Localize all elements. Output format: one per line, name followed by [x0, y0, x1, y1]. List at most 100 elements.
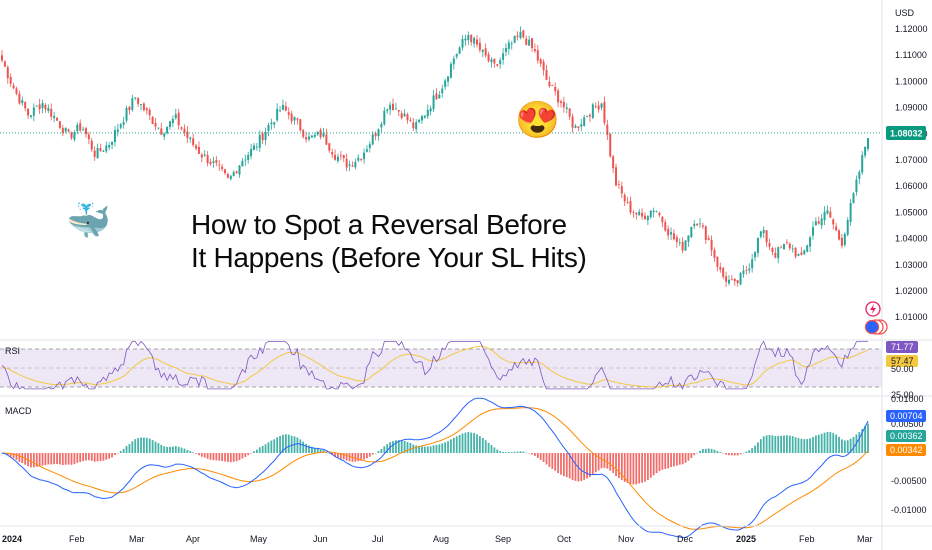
macd-histogram-bar: [600, 453, 603, 469]
price-tick-label: 1.09000: [895, 103, 928, 113]
candle-body: [444, 80, 447, 87]
macd-histogram-bar: [843, 440, 846, 453]
time-tick-label: Oct: [557, 534, 572, 544]
candle-body: [203, 154, 206, 156]
macd-panel[interactable]: MACD: [1, 397, 869, 539]
candle-body: [745, 270, 748, 271]
macd-histogram-bar: [183, 448, 186, 453]
candle-body: [116, 129, 119, 132]
macd-histogram-bar: [649, 453, 652, 478]
time-axis[interactable]: 2024 Feb Mar Apr May Jun Jul Aug Sep Oct Nov Dec 202…: [2, 534, 873, 544]
candle-body: [829, 211, 832, 218]
macd-histogram-bar: [441, 443, 444, 453]
macd-histogram-bar: [35, 453, 38, 467]
candle-body: [594, 106, 597, 108]
candle-body: [777, 247, 780, 259]
macd-histogram-bar: [270, 440, 273, 453]
macd-value-label: 0.00704: [890, 411, 923, 421]
macd-histogram-bar: [322, 450, 325, 453]
macd-histogram-bar: [296, 437, 299, 453]
candle-body: [658, 212, 661, 216]
candle-body: [351, 165, 354, 167]
macd-histogram-bar: [137, 438, 140, 453]
macd-hist-value-badge: [886, 444, 926, 456]
rsi-tick-label: 25.00: [891, 390, 914, 400]
macd-histogram-bar: [250, 453, 252, 454]
macd-histogram-bar: [21, 453, 24, 464]
candle-body: [363, 152, 366, 160]
price-panel[interactable]: [0, 26, 882, 288]
candle-body: [681, 241, 684, 251]
macd-histogram-bar: [151, 440, 154, 453]
macd-axis[interactable]: 0.01000 0.00500 -0.00500 -0.01000 0.00704 0.0…: [886, 394, 927, 515]
macd-histogram-bar: [690, 453, 693, 458]
layers-icon[interactable]: [864, 319, 888, 335]
candle-body: [328, 143, 331, 151]
candle-body: [516, 35, 519, 37]
macd-histogram-bar: [652, 453, 655, 476]
candle-body: [389, 104, 392, 110]
macd-histogram-bar: [9, 453, 12, 457]
macd-histogram-bar: [473, 432, 476, 453]
macd-histogram-bar: [64, 453, 67, 465]
macd-histogram-bar: [574, 453, 577, 481]
macd-histogram-bar: [699, 450, 701, 453]
candle-body: [70, 132, 73, 139]
candle-body: [224, 169, 227, 174]
macd-histogram-bar: [282, 434, 284, 453]
candle-body: [670, 232, 673, 235]
candle-body: [727, 279, 730, 284]
macd-histogram-bar: [658, 453, 661, 472]
candle-body: [565, 107, 568, 109]
candle-body: [325, 134, 328, 145]
macd-histogram-bar: [841, 439, 843, 453]
candle-body: [861, 155, 864, 173]
macd-histogram-bar: [423, 446, 426, 453]
macd-histogram-bar: [224, 453, 226, 462]
candle-body: [232, 172, 235, 176]
candle-body: [342, 155, 345, 158]
macd-histogram-bar: [681, 453, 684, 465]
macd-histogram-bar: [253, 451, 255, 453]
candle-body: [310, 135, 313, 138]
candle-body: [82, 129, 85, 131]
rsi-panel[interactable]: RSI: [0, 340, 882, 390]
alert-icon[interactable]: [865, 301, 881, 317]
candle-body: [29, 115, 32, 117]
candle-body: [148, 109, 151, 116]
macd-histogram-bar: [722, 453, 725, 454]
macd-histogram-bar: [93, 453, 96, 462]
macd-histogram-bar: [765, 435, 768, 453]
candle-body: [32, 107, 35, 116]
macd-histogram-bar: [218, 453, 221, 461]
macd-histogram-bar: [261, 445, 264, 453]
candle-body: [533, 49, 536, 51]
candle-body: [163, 133, 166, 137]
macd-histogram-bar: [704, 448, 707, 453]
candle-body: [733, 278, 736, 282]
macd-histogram-bar: [786, 435, 788, 453]
macd-histogram-bar: [122, 448, 125, 453]
macd-histogram-bar: [745, 451, 748, 453]
rsi-value-badge: [886, 341, 918, 353]
candle-body: [638, 211, 641, 216]
candle-body: [701, 225, 704, 227]
macd-histogram-bar: [612, 453, 615, 474]
candle-body: [73, 132, 76, 140]
macd-histogram-bar: [432, 445, 435, 453]
macd-histogram-bar: [716, 451, 719, 453]
candle-body: [154, 123, 157, 127]
time-tick-label: Nov: [618, 534, 635, 544]
macd-histogram-bar: [846, 440, 849, 453]
price-tick-label: 1.01000: [895, 312, 928, 322]
price-axis[interactable]: USD 1.120001.110001.100001.090001.080001…: [886, 8, 928, 322]
macd-histogram-bar: [583, 453, 586, 480]
candle-body: [603, 101, 606, 123]
macd-histogram-bar: [771, 435, 774, 453]
time-tick-label: Mar: [129, 534, 145, 544]
macd-histogram-bar: [221, 453, 224, 462]
macd-histogram-bar: [305, 443, 308, 453]
